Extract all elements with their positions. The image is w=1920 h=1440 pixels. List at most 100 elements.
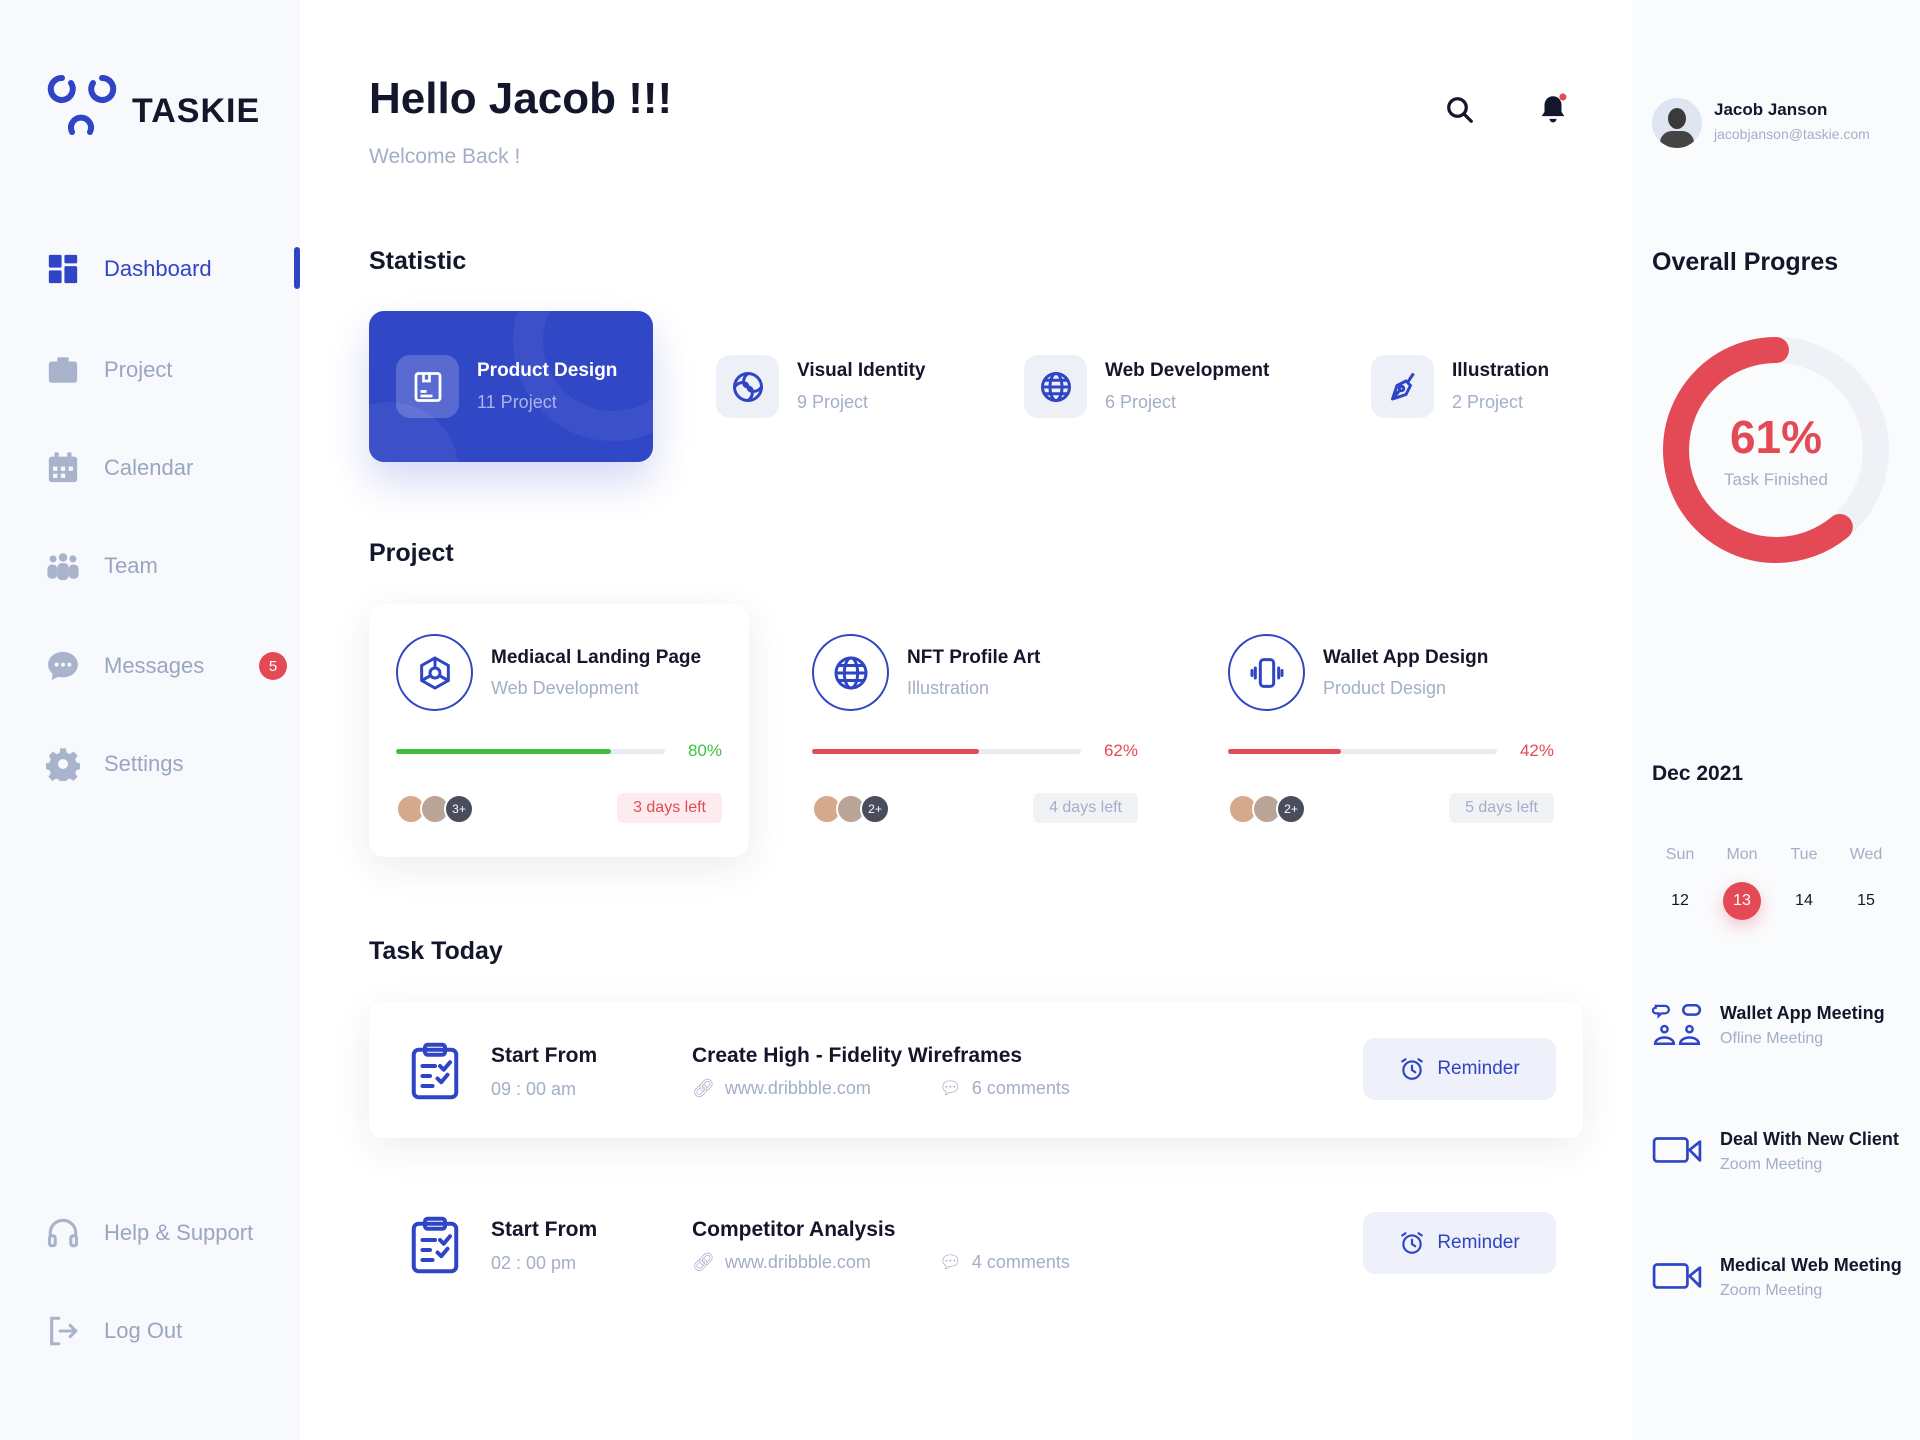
video-icon [1652,1137,1702,1163]
progress-ring-widget: 61% Task Finished [1656,330,1896,570]
sidebar-item-label: Messages [104,653,205,678]
sidebar-item-help[interactable]: Help & Support [46,1211,253,1255]
sidebar: TASKIE Dashboard Project Calendar Team M… [0,0,300,1440]
progress-ring-fill [1663,337,1889,563]
messages-badge: 5 [259,652,287,680]
start-label: Start From [491,1044,598,1067]
alarm-clock-icon [1401,1058,1424,1080]
project-title: Project [369,539,454,567]
stat-card-visual-identity[interactable]: Visual Identity 9 Project [716,355,925,418]
progress-bar [396,749,665,754]
progress-label: 62% [1103,741,1138,760]
task-link[interactable]: 🔗︎ www.dribbble.com [692,1078,871,1099]
sidebar-item-dashboard[interactable]: Dashboard [46,247,212,291]
start-time: 09 : 00 am [491,1079,577,1099]
reminder-button[interactable]: Reminder [1363,1212,1556,1274]
calendar-day[interactable]: Wed 15 [1838,846,1894,920]
task-comments[interactable]: 💬︎ 4 comments [939,1252,1070,1273]
comments-text: 4 comments [971,1252,1070,1272]
stat-card-web-development[interactable]: Web Development 6 Project [1024,355,1269,418]
project-card[interactable]: NFT Profile Art Illustration 62% 2+ 4 da… [785,604,1165,857]
sidebar-item-label: Settings [104,751,184,776]
event-type: Zoom Meeting [1720,1281,1823,1299]
avatar[interactable] [1652,98,1702,148]
sidebar-item-settings[interactable]: Settings [46,742,184,786]
progress-label: 42% [1519,741,1554,760]
start-label: Start From [491,1218,598,1241]
weekday-label: Mon [1726,846,1758,863]
pen-tool-icon [1371,355,1434,418]
date-number: 15 [1857,892,1875,909]
progress-percent: 61% [1729,411,1823,463]
project-card[interactable]: Mediacal Landing Page Web Development 80… [369,604,749,857]
sidebar-item-label: Calendar [104,455,194,480]
link-icon: 🔗︎ [692,1078,715,1098]
sidebar-item-project[interactable]: Project [46,348,172,392]
bell-icon[interactable] [1536,92,1570,126]
user-name: Jacob Janson [1714,100,1828,119]
weekday-label: Wed [1849,846,1883,863]
comment-icon: 💬︎ [939,1078,962,1098]
member-avatars[interactable]: 3+ [396,794,474,824]
start-time: 02 : 00 pm [491,1253,577,1273]
project-name: Mediacal Landing Page [491,647,702,668]
progress-ring [1663,337,1889,563]
sidebar-item-label: Project [104,357,173,382]
grid-icon [48,254,78,284]
stat-count: 11 Project [477,392,557,412]
comments-text: 6 comments [971,1078,1070,1098]
meeting-icon [1652,1003,1702,1045]
box-icon [396,355,459,418]
reminder-button[interactable]: Reminder [1363,1038,1556,1100]
stat-card-product-design[interactable]: Product Design 11 Project [369,311,653,462]
stat-title: Illustration [1452,360,1550,381]
progress-fill [1228,749,1341,754]
comment-icon: 💬︎ [939,1252,962,1272]
project-category: Web Development [491,678,639,698]
globe-icon [1024,355,1087,418]
page-subtitle: Welcome Back ! [369,145,521,168]
project-card[interactable]: Wallet App Design Product Design 42% 2+ … [1201,604,1581,857]
progress-bar [812,749,1081,754]
date-number: 13 [1723,882,1761,920]
stat-title: Visual Identity [797,360,926,381]
calendar-day[interactable]: Sun 12 [1652,846,1708,920]
sidebar-item-logout[interactable]: Log Out [46,1309,182,1353]
sidebar-item-messages[interactable]: Messages [46,644,204,688]
progress-bar [1228,749,1497,754]
task-row[interactable]: Start From 09 : 00 am Create High - Fide… [369,1002,1583,1138]
days-left-badge: 5 days left [1449,793,1554,823]
overall-progress-title: Overall Progres [1652,248,1839,276]
sidebar-item-label: Dashboard [104,256,212,281]
right-panel: Jacob Janson jacobjanson@taskie.com Over… [1632,0,1920,1440]
project-category: Illustration [907,678,990,698]
chat-icon [48,651,78,681]
stat-count: 2 Project [1452,392,1524,412]
headset-icon [47,1218,79,1248]
task-link[interactable]: 🔗︎ www.dribbble.com [692,1252,871,1273]
event-item[interactable]: Wallet App Meeting Ofline Meeting [1652,1002,1912,1048]
team-icon [47,553,79,581]
member-avatars[interactable]: 2+ [812,794,890,824]
briefcase-icon [48,357,78,383]
clipboard-check-icon [411,1042,459,1100]
event-item[interactable]: Deal With New Client Zoom Meeting [1652,1128,1912,1174]
statistic-title: Statistic [369,247,467,275]
task-row[interactable]: Start From 02 : 00 pm Competitor Analysi… [369,1176,1583,1312]
calendar-day[interactable]: Mon 13 [1714,846,1770,920]
link-text: www.dribbble.com [724,1252,871,1272]
member-avatars[interactable]: 2+ [1228,794,1306,824]
progress-caption: Task Finished [1724,470,1828,489]
progress-fill [812,749,979,754]
stat-title: Product Design [477,360,618,381]
progress-fill [396,749,612,754]
sidebar-item-calendar[interactable]: Calendar [46,446,193,490]
sidebar-item-team[interactable]: Team [46,544,158,588]
task-comments[interactable]: 💬︎ 6 comments [939,1078,1070,1099]
weekday-label: Sun [1665,846,1695,863]
stat-card-illustration[interactable]: Illustration 2 Project [1371,355,1549,418]
calendar-day[interactable]: Tue 14 [1776,846,1832,920]
reminder-label: Reminder [1437,1232,1520,1253]
search-icon[interactable] [1445,95,1475,125]
event-item[interactable]: Medical Web Meeting Zoom Meeting [1652,1254,1912,1300]
